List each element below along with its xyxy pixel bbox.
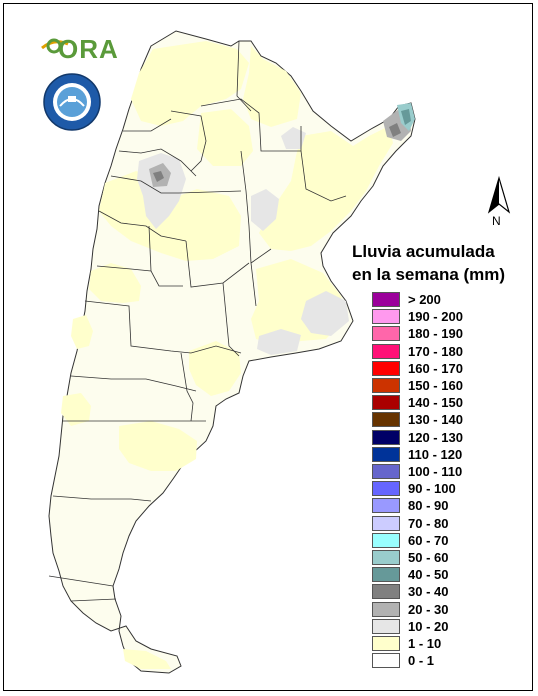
legend-item: 10 - 20 — [372, 618, 532, 635]
legend-label: 190 - 200 — [408, 309, 463, 325]
legend-label: 80 - 90 — [408, 498, 449, 514]
legend-label: > 200 — [408, 292, 441, 307]
legend-item: 80 - 90 — [372, 497, 532, 514]
legend-swatch — [372, 618, 400, 634]
legend-swatch — [372, 636, 400, 651]
legend-label: 130 - 140 — [408, 412, 463, 428]
legend-item: 1 - 10 — [372, 635, 532, 652]
legend-item: 180 - 190 — [372, 325, 532, 342]
legend-item: 90 - 100 — [372, 480, 532, 497]
legend-item: 110 - 120 — [372, 446, 532, 463]
legend-item: 0 - 1 — [372, 652, 532, 669]
legend-item: 50 - 60 — [372, 549, 532, 566]
legend-title-line2: en la semana (mm) — [352, 265, 506, 284]
legend-label: 60 - 70 — [408, 532, 449, 548]
rain-10-20-areas — [137, 127, 349, 355]
legend-label: 100 - 110 — [408, 464, 463, 479]
legend-swatch — [372, 464, 400, 479]
map-frame: ORA N Lluvia acumulada en la semana (mm)… — [3, 3, 533, 691]
legend-swatch — [372, 498, 400, 514]
legend-item: 30 - 40 — [372, 583, 532, 600]
legend-swatch — [372, 343, 400, 359]
legend-label: 40 - 50 — [408, 567, 449, 583]
legend-label: 50 - 60 — [408, 550, 449, 565]
legend-item: 190 - 200 — [372, 308, 532, 325]
province-borders — [48, 40, 347, 602]
legend-item: > 200 — [372, 291, 532, 308]
legend-item: 170 - 180 — [372, 343, 532, 360]
legend-label: 70 - 80 — [408, 515, 449, 531]
rain-40-60-areas — [397, 103, 415, 131]
legend-item: 20 - 30 — [372, 601, 532, 618]
legend-item: 140 - 150 — [372, 394, 532, 411]
legend-label: 0 - 1 — [408, 653, 435, 669]
legend-item: 130 - 140 — [372, 411, 532, 428]
legend-title: Lluvia acumulada en la semana (mm) — [352, 240, 505, 286]
legend-item: 150 - 160 — [372, 377, 532, 394]
legend-item: 70 - 80 — [372, 515, 532, 532]
legend-label: 110 - 120 — [408, 446, 463, 462]
legend-label: 1 - 10 — [408, 636, 442, 651]
legend-label: 170 - 180 — [408, 343, 463, 359]
legend-label: 150 - 160 — [408, 378, 463, 393]
legend-swatch — [372, 550, 400, 565]
legend-swatch — [372, 360, 400, 376]
north-label: N — [492, 214, 501, 228]
legend-swatch — [372, 309, 400, 325]
legend-label: 120 - 130 — [408, 429, 463, 445]
legend-item: 120 - 130 — [372, 429, 532, 446]
north-arrow-icon — [487, 176, 511, 214]
legend-swatch — [372, 567, 400, 583]
legend-swatch — [372, 481, 400, 497]
legend-swatch — [372, 429, 400, 445]
ora-logo-swoosh — [41, 38, 69, 54]
legend-swatch — [372, 292, 400, 307]
legend-label: 160 - 170 — [408, 360, 463, 376]
argentina-rainfall-map — [48, 30, 416, 674]
legend-label: 30 - 40 — [408, 584, 449, 600]
legend-title-line1: Lluvia acumulada — [352, 242, 495, 261]
legend-swatch — [372, 446, 400, 462]
legend-item: 40 - 50 — [372, 566, 532, 583]
legend-label: 180 - 190 — [408, 326, 463, 342]
ora-logo-text: ORA — [58, 34, 119, 64]
legend-swatch — [372, 395, 400, 411]
legend-swatch — [372, 601, 400, 617]
legend-label: 20 - 30 — [408, 601, 449, 617]
legend-item: 100 - 110 — [372, 463, 532, 480]
legend-label: 90 - 100 — [408, 481, 456, 497]
legend-item: 160 - 170 — [372, 360, 532, 377]
smn-seal-logo — [43, 73, 101, 131]
legend-swatch — [372, 653, 400, 669]
legend-swatch — [372, 412, 400, 428]
legend-swatch — [372, 584, 400, 600]
legend-label: 10 - 20 — [408, 618, 449, 634]
legend-label: 140 - 150 — [408, 395, 463, 411]
legend-swatch — [372, 378, 400, 393]
legend-swatch — [372, 515, 400, 531]
legend-item: 60 - 70 — [372, 532, 532, 549]
legend-swatch — [372, 532, 400, 548]
legend-swatch — [372, 326, 400, 342]
